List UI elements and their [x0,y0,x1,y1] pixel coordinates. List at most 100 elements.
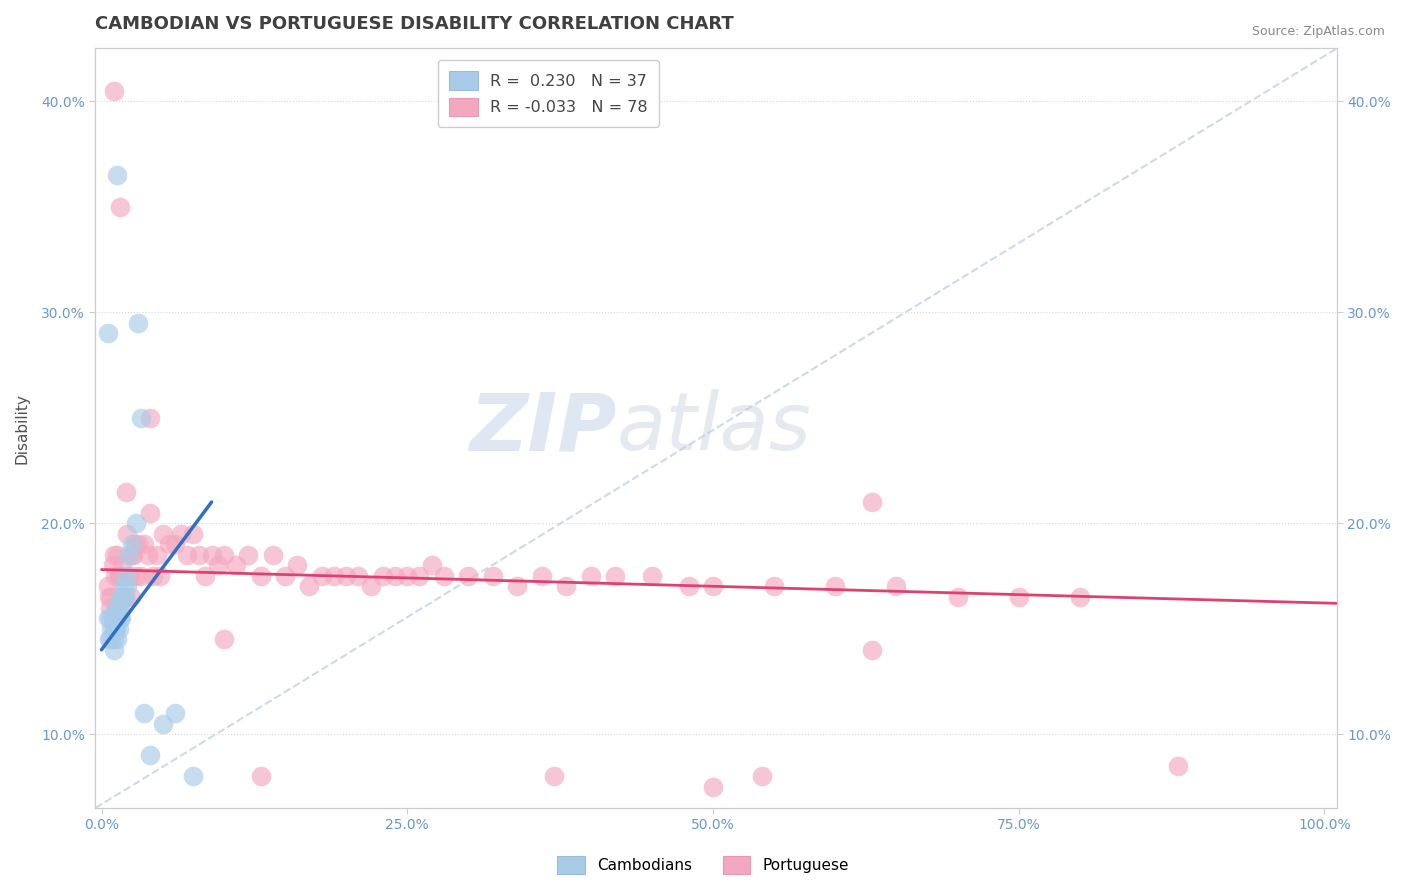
Point [212,548,235,562]
Point [506,579,529,593]
Point [371,569,394,583]
Point [118,569,141,583]
Text: CAMBODIAN VS PORTUGUESE DISABILITY CORRELATION CHART: CAMBODIAN VS PORTUGUESE DISABILITY CORRE… [96,15,734,33]
Point [163,537,186,551]
Point [107,632,129,647]
Point [1008,590,1031,604]
Point [543,769,565,783]
Point [98,632,121,647]
Point [107,569,129,583]
Point [322,569,344,583]
Point [105,622,128,636]
Point [97,326,120,341]
Point [129,569,152,583]
Point [360,579,382,593]
Point [111,590,134,604]
Point [396,569,419,583]
Point [152,716,174,731]
Point [134,706,156,720]
Point [946,590,969,604]
Legend: Cambodians, Portuguese: Cambodians, Portuguese [551,850,855,880]
Point [104,569,127,583]
Point [103,622,125,636]
Point [763,579,786,593]
Point [530,569,553,583]
Point [103,84,125,98]
Point [163,706,186,720]
Point [122,548,145,562]
Point [107,622,129,636]
Point [298,579,321,593]
Point [457,569,479,583]
Point [97,611,120,625]
Point [124,537,146,551]
Point [121,537,143,551]
Point [207,558,229,573]
Point [117,569,139,583]
Point [420,558,443,573]
Point [408,569,430,583]
Point [641,569,664,583]
Point [482,569,505,583]
Point [555,579,578,593]
Point [107,611,129,625]
Point [751,812,773,826]
Point [104,611,127,625]
Point [100,622,122,636]
Point [110,569,132,583]
Point [134,537,156,551]
Point [107,600,129,615]
Point [115,526,138,541]
Point [108,569,131,583]
Point [751,769,773,783]
Point [107,168,129,182]
Point [105,600,128,615]
Point [103,611,125,625]
Point [249,569,271,583]
Point [120,590,142,604]
Text: atlas: atlas [617,389,811,467]
Point [139,410,162,425]
Point [200,548,222,562]
Point [139,506,162,520]
Point [105,600,128,615]
Point [433,569,456,583]
Point [97,590,120,604]
Point [125,516,148,530]
Point [98,611,121,625]
Y-axis label: Disability: Disability [15,392,30,464]
Point [176,548,198,562]
Point [112,590,135,604]
Point [127,316,149,330]
Text: Source: ZipAtlas.com: Source: ZipAtlas.com [1251,25,1385,38]
Point [886,579,908,593]
Point [103,642,125,657]
Point [212,632,235,647]
Point [238,548,260,562]
Point [139,748,162,763]
Point [115,484,138,499]
Point [702,579,724,593]
Point [1167,759,1189,773]
Point [100,590,122,604]
Point [107,548,129,562]
Point [274,569,297,583]
Point [579,569,602,583]
Point [103,632,125,647]
Point [110,611,132,625]
Point [101,611,124,625]
Point [605,569,627,583]
Point [152,526,174,541]
Point [111,558,134,573]
Point [249,769,271,783]
Point [114,590,136,604]
Point [225,558,247,573]
Point [311,569,333,583]
Point [170,526,193,541]
Point [127,537,149,551]
Point [142,569,165,583]
Point [108,600,131,615]
Point [121,548,143,562]
Point [181,526,204,541]
Point [129,410,152,425]
